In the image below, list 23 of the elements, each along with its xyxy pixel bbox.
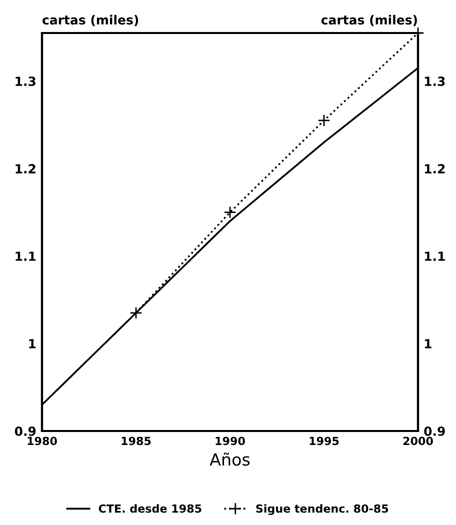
y-tick-label: 0.9 (14, 426, 36, 436)
legend-label: Sigue tendenc. 80-85 (256, 504, 388, 515)
y2-tick-label: 0.9 (424, 426, 445, 436)
point (224, 206, 236, 219)
point (318, 114, 330, 127)
y2-tick-label: 1 (424, 339, 432, 348)
y2-tick-label: 1.3 (424, 76, 445, 86)
y2-tick-label: 1.1 (424, 252, 445, 261)
legend-label: CTE. desde 1985 (98, 504, 202, 513)
x-tick-label: 2000 (403, 436, 433, 446)
x-tick-label: 1980 (28, 436, 57, 446)
y-tick-label: 1.1 (16, 252, 36, 261)
y-tick-label: 1.3 (16, 76, 36, 86)
y-axis-title: cartas (miles) (42, 14, 138, 26)
x-axis-title: Años (210, 452, 250, 466)
point (130, 306, 142, 320)
y-tick-label: 1 (29, 339, 36, 348)
y-tick-label: 1.2 (16, 164, 36, 174)
x-tick-label: 1985 (122, 436, 151, 446)
x-tick-label: 1995 (310, 436, 339, 446)
y2-tick-label: 1.2 (424, 164, 445, 174)
y2-axis-title: cartas (miles) (321, 14, 417, 26)
x-tick-label: 1990 (216, 436, 245, 446)
